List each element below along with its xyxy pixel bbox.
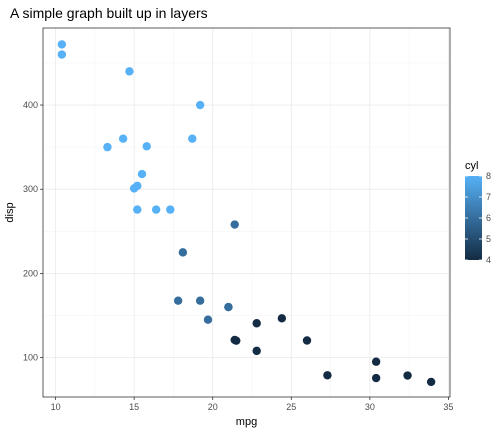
data-point [224,302,233,312]
data-point [118,134,128,143]
data-point [188,134,197,143]
data-point [137,169,147,179]
x-tick-label: 35 [443,402,453,412]
y-tick-label: 200 [23,268,38,278]
legend-tick-label: 5 [486,234,491,244]
x-tick-label: 25 [286,402,296,412]
data-points [57,40,436,387]
x-tick-label: 10 [51,402,61,412]
x-axis-title: mpg [236,416,257,428]
data-point [302,336,312,345]
data-point [133,205,142,214]
chart-title: A simple graph built up in layers [10,5,208,21]
data-point [195,296,205,305]
y-tick-label: 300 [23,184,38,194]
legend-tick-label: 6 [486,213,491,223]
data-point [230,220,239,229]
data-point [203,315,213,324]
panel-border [42,27,451,398]
data-point [57,50,67,59]
data-point [230,335,239,345]
data-point [151,205,161,214]
legend-tick-label: 7 [486,192,491,202]
data-point [277,314,287,323]
y-tick-label: 400 [23,100,38,110]
data-point [323,371,332,380]
data-point [57,40,67,49]
data-point [252,346,261,356]
data-point [426,377,436,387]
data-point [166,205,175,214]
data-point [178,248,188,257]
legend: cyl 4 5 6 7 8 [465,160,491,265]
y-tick-label: 100 [23,353,38,363]
data-point [129,184,139,193]
data-point [252,319,261,328]
data-point [371,357,381,366]
axes: 10 15 20 25 30 35 100 200 300 400 [23,100,453,412]
x-tick-label: 15 [129,402,139,412]
data-point [371,373,381,383]
legend-tick-label: 4 [486,255,491,265]
legend-tick-label: 8 [486,171,491,181]
data-point [403,371,412,380]
x-tick-label: 20 [208,402,218,412]
data-point [125,67,134,76]
x-tick-label: 30 [365,402,375,412]
y-axis-title: disp [4,202,16,222]
legend-title: cyl [465,160,478,172]
data-point [142,142,151,151]
data-point [103,142,112,152]
data-point [195,100,205,110]
data-point [173,296,183,305]
grid-lines [43,28,450,397]
legend-colorbar [465,176,482,260]
